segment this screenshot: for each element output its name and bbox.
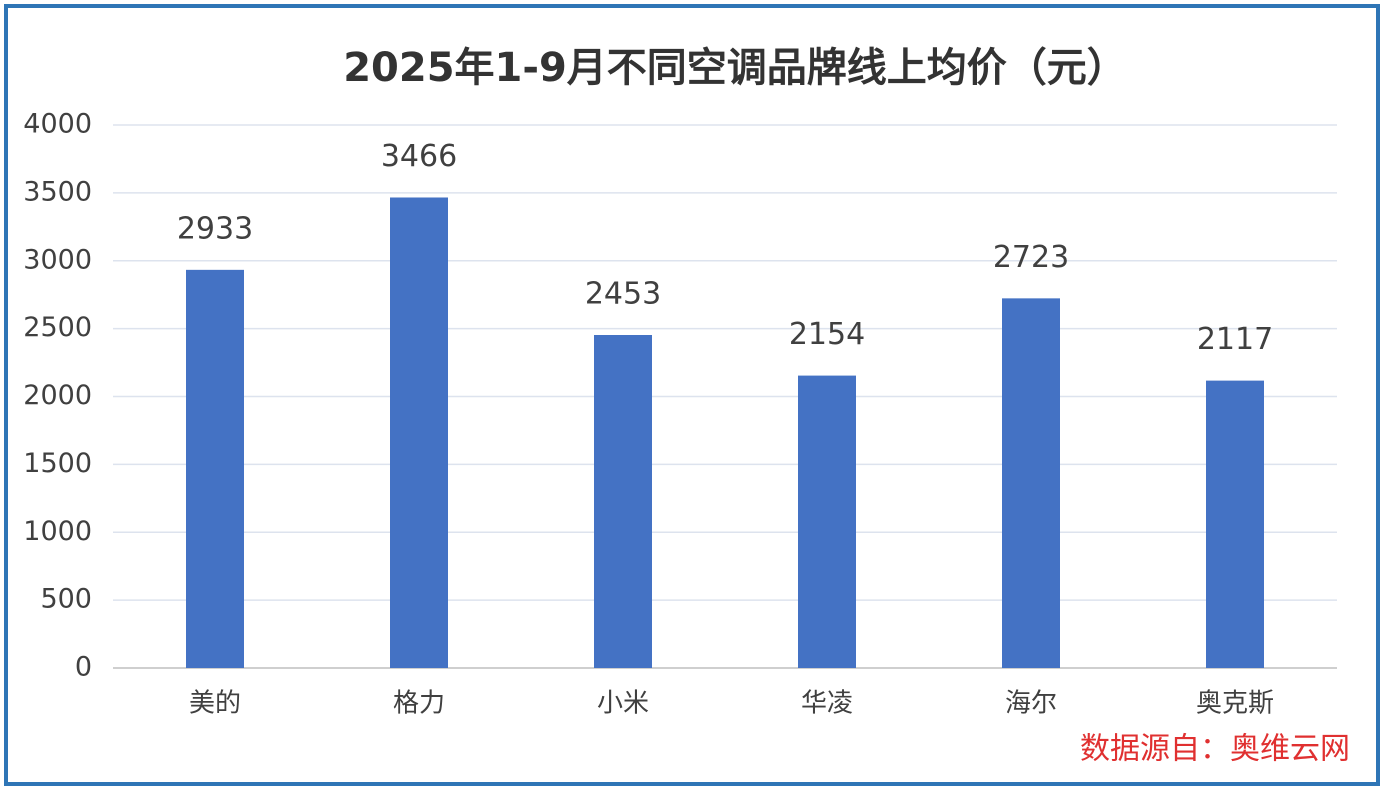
bar: [186, 269, 244, 668]
value-label: 2453: [585, 277, 661, 312]
chart-title: 2025年1-9月不同空调品牌线上均价（元）: [343, 45, 1127, 91]
x-tick-label: 格力: [393, 689, 445, 719]
bar: [594, 335, 652, 668]
y-tick-label: 1500: [23, 448, 92, 479]
bar: [390, 197, 448, 669]
value-label: 2117: [1197, 322, 1273, 357]
y-tick-label: 3000: [23, 244, 92, 275]
y-tick-label: 4000: [23, 109, 92, 140]
value-label: 2154: [789, 317, 865, 352]
bar: [1002, 298, 1060, 668]
x-tick-label: 海尔: [1005, 689, 1057, 719]
y-tick-label: 1000: [23, 516, 92, 547]
value-label: 2933: [177, 211, 253, 246]
y-tick-label: 3500: [23, 176, 92, 207]
bar: [1206, 380, 1264, 668]
y-tick-label: 2000: [23, 380, 92, 411]
x-tick-label: 小米: [597, 689, 649, 719]
x-tick-label: 奥克斯: [1196, 689, 1274, 719]
value-label: 2723: [993, 240, 1069, 275]
x-tick-label: 华凌: [801, 689, 853, 719]
value-label: 3466: [381, 139, 457, 174]
y-tick-label: 2500: [23, 312, 92, 343]
y-tick-label: 500: [40, 584, 92, 615]
x-tick-label: 美的: [189, 689, 241, 719]
y-tick-label: 0: [75, 652, 92, 683]
bar: [798, 375, 856, 668]
source-note: 数据源自：奥维云网: [1080, 732, 1350, 767]
